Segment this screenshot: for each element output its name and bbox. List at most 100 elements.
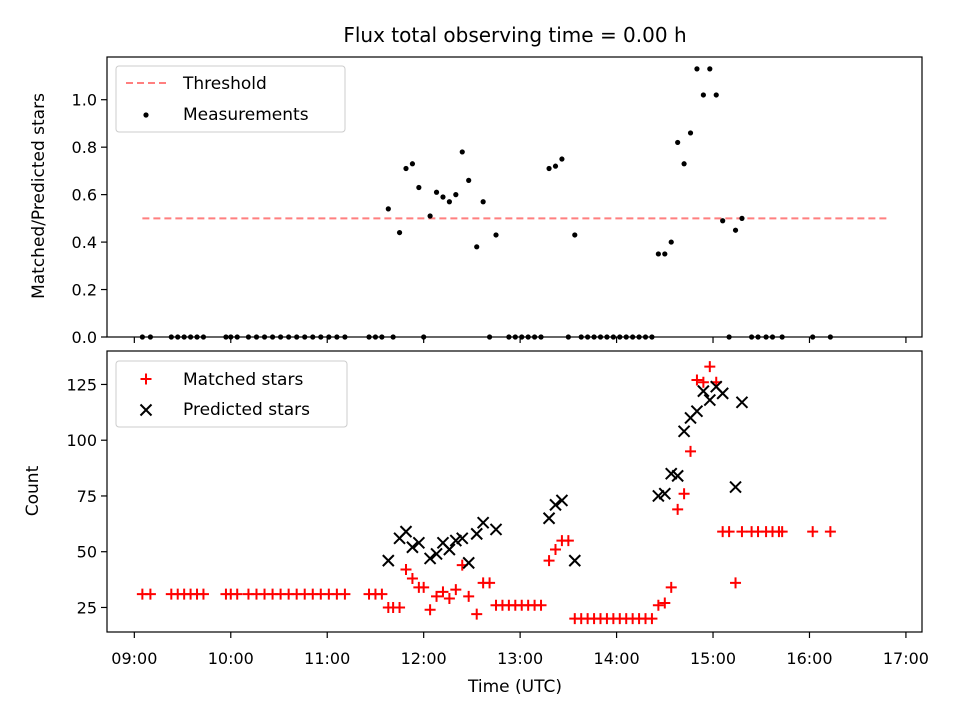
matched-star-point [437, 586, 449, 598]
top-y-axis-label: Matched/Predicted stars [29, 93, 49, 299]
measurement-point [493, 232, 499, 238]
matched-star-point [549, 543, 561, 555]
matched-star-point [730, 577, 742, 589]
measurement-point [466, 177, 472, 183]
x-tick-label: 13:00 [497, 649, 543, 668]
x-tick-label: 16:00 [786, 649, 832, 668]
matched-star-point [144, 588, 156, 600]
matched-star-point [376, 588, 388, 600]
matched-star-point [471, 608, 483, 620]
y-tick-label: 25 [77, 598, 97, 617]
predicted-star-point [399, 525, 413, 538]
predicted-star-point [406, 541, 419, 554]
predicted-star-point [716, 387, 729, 400]
figure-title: Flux total observing time = 0.00 h [343, 23, 686, 47]
top-panel: 0.0 0.2 0.4 0.6 0.8 1.0 Threshold Measurements [72, 56, 923, 347]
x-tick-label: 14:00 [594, 649, 640, 668]
matched-star-point [406, 572, 418, 584]
matched-star-point [339, 588, 351, 600]
measurement-point [446, 199, 452, 205]
legend-box [115, 360, 348, 428]
matched-star-point [431, 590, 443, 602]
matched-star-point [484, 577, 496, 589]
measurement-point [453, 192, 459, 198]
predicted-star-point [671, 469, 684, 483]
matched-star-point [450, 584, 462, 596]
matched-star-point [665, 581, 677, 593]
matched-star-point [231, 588, 243, 600]
legend-threshold-label: Threshold [182, 74, 267, 94]
measurement-point [440, 194, 446, 200]
matched-star-point [807, 526, 819, 538]
measurement-point [474, 244, 480, 250]
matched-star-point [197, 588, 209, 600]
measurement-point [433, 189, 440, 195]
measurement-point [720, 218, 726, 224]
x-tick-label: 12:00 [401, 649, 447, 668]
measurement-point [694, 66, 700, 72]
top-legend: Threshold Measurements [115, 65, 346, 133]
axes-frame [106, 56, 923, 338]
matched-star-point [704, 361, 716, 373]
predicted-star-point [462, 556, 475, 570]
predicted-star-point [412, 536, 426, 550]
predicted-star-point [555, 494, 569, 507]
x-tick-label: 17:00 [883, 649, 929, 668]
x-axis-label: Time (UTC) [467, 677, 562, 697]
y-tick-label: 125 [66, 375, 97, 394]
y-tick-label: 0.8 [72, 138, 97, 157]
predicted-star-point [658, 487, 672, 500]
bottom-panel: 25 50 75 100 125 09:00 10:00 11:00 12:00 13:00 14:… [66, 350, 929, 668]
measurement-point [681, 161, 687, 167]
legend-matched-swatch [140, 373, 152, 385]
predicted-star-point [470, 527, 483, 541]
measurement-point [739, 215, 745, 221]
matched-star-point [691, 374, 703, 386]
y-tick-label: 0.0 [72, 328, 97, 347]
matched-star-point [400, 564, 412, 576]
x-tick-label: 10:00 [208, 649, 254, 668]
predicted-star-point [735, 396, 749, 409]
measurement-point [546, 165, 552, 172]
legend-matched-label: Matched stars [183, 370, 303, 390]
legend-predicted-swatch [139, 403, 153, 417]
y-tick-label: 75 [77, 487, 97, 506]
matched-star-point [463, 590, 475, 602]
y-tick-label: 1.0 [72, 91, 97, 110]
legend-predicted-label: Predicted stars [183, 400, 310, 420]
measurement-point [700, 92, 706, 98]
legend-box [115, 65, 346, 133]
matched-star-point [562, 535, 574, 547]
y-tick-label: 0.6 [72, 186, 97, 205]
measurement-point [707, 66, 713, 72]
matched-star-point [652, 599, 664, 611]
matched-star-point [543, 555, 555, 567]
measurement-point [687, 130, 694, 136]
measurement-point [396, 229, 403, 236]
predicted-star-point [489, 523, 503, 536]
predicted-star-point [476, 516, 490, 529]
measurement-point [427, 213, 433, 219]
predicted-star-point [549, 498, 562, 512]
matched-star-point [672, 503, 684, 515]
predicted-star-point [568, 554, 581, 567]
predicted-star-point [382, 554, 395, 567]
measurement-point [409, 161, 416, 167]
measurement-point [662, 251, 668, 257]
matched-star-point [723, 526, 735, 538]
measurement-point [668, 239, 674, 245]
matched-star-point [685, 445, 697, 457]
predicted-star-point [430, 547, 443, 561]
matched-star-point [697, 376, 709, 388]
axes-frame [106, 350, 923, 633]
matched-star-point [678, 488, 690, 500]
x-tick-label: 11:00 [304, 649, 350, 668]
matched-star-point [424, 604, 436, 616]
predicted-star-point [729, 480, 742, 494]
predicted-star-point [677, 425, 691, 438]
matched-star-point [736, 526, 748, 538]
matched-star-point [776, 526, 788, 538]
y-tick-label: 0.4 [72, 233, 97, 252]
measurement-point [655, 251, 661, 257]
